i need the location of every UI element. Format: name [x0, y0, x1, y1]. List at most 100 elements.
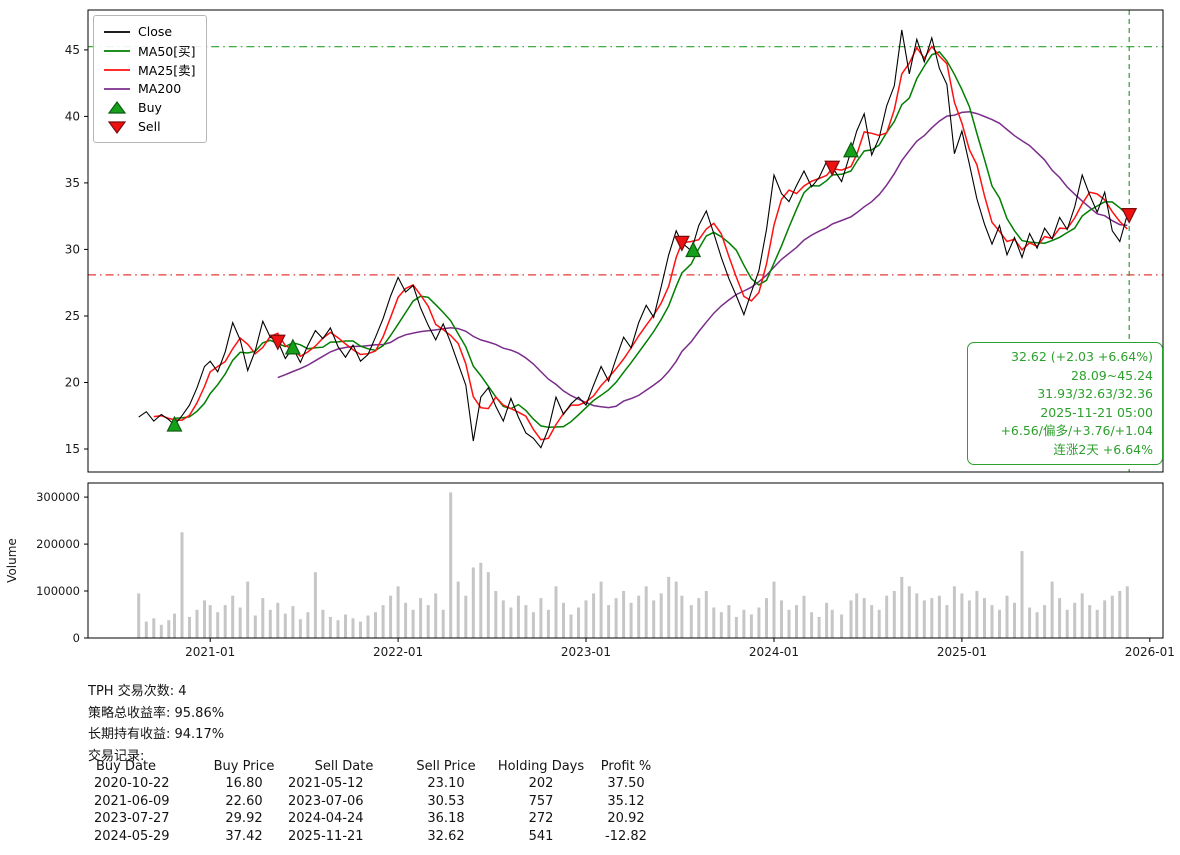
volume-bar	[223, 605, 227, 638]
legend-item-ma50: MA50[买]	[102, 41, 196, 60]
volume-bar	[1103, 600, 1107, 638]
price-tick-label: 25	[65, 309, 80, 323]
volume-bar	[802, 595, 806, 638]
legend-triangle	[107, 100, 127, 114]
volume-bar	[885, 595, 889, 638]
annotation-signal-line: +6.56/偏多/+3.76/+1.04	[1000, 423, 1153, 438]
volume-bar	[180, 532, 184, 638]
table-cell: 2024-04-24	[288, 811, 364, 827]
volume-bar	[599, 581, 603, 638]
volume-bar	[877, 609, 881, 638]
volume-bar	[464, 595, 468, 638]
volume-bar	[998, 609, 1001, 638]
volume-bar	[922, 600, 926, 638]
x-tick-label: 2023-01	[561, 645, 611, 659]
volume-bar	[1058, 598, 1062, 638]
volume-bar	[870, 605, 874, 638]
table-cell: 36.18	[427, 811, 465, 827]
volume-bar	[344, 614, 347, 638]
x-tick-label: 2021-01	[185, 645, 235, 659]
volume-bar	[167, 620, 171, 638]
price-tick-label: 40	[65, 109, 80, 123]
volume-bar	[584, 600, 588, 638]
trade-row: 2023-07-27 29.92 2024-04-24 36.18 272 20.92	[88, 810, 662, 827]
volume-bar	[404, 602, 408, 638]
volume-bar	[276, 602, 280, 638]
stat-hold-return: 长期持有收益: 94.17%	[88, 727, 225, 742]
volume-bar	[810, 612, 814, 638]
legend-item-ma25: MA25[卖]	[102, 60, 196, 79]
annotation-streak-line: 连涨2天 +6.64%	[1053, 441, 1153, 457]
table-cell: 272	[528, 811, 554, 827]
volume-bar	[795, 605, 798, 638]
stat-trade-count: TPH 交易次数: 4	[88, 684, 187, 699]
table-cell: 2021-06-09	[94, 793, 170, 809]
volume-bar	[238, 607, 242, 638]
volume-bar	[471, 567, 475, 638]
volume-bar	[253, 615, 257, 638]
legend-item-close: Close	[102, 22, 196, 41]
volume-bar	[411, 609, 415, 638]
volume-bar	[900, 576, 904, 638]
sell-marker	[1121, 207, 1138, 224]
volume-bar	[494, 591, 498, 638]
legend-line-swatch	[104, 68, 130, 71]
table-cell: 37.50	[607, 776, 645, 792]
table-cell: 29.92	[225, 811, 263, 827]
volume-bar	[1020, 551, 1024, 638]
volume-bar	[426, 605, 430, 638]
volume-bar	[840, 614, 844, 638]
legend-label: MA200	[138, 81, 182, 96]
legend-line-swatch	[104, 30, 130, 33]
table-cell: 757	[528, 793, 554, 809]
volume-bar	[328, 616, 332, 638]
table-header-cell: Buy Date	[96, 759, 157, 774]
legend-label: Close	[138, 24, 173, 39]
legend-triangle	[107, 120, 127, 134]
volume-bar	[830, 609, 834, 638]
volume-bar	[697, 598, 701, 638]
volume-bar	[975, 591, 979, 638]
table-cell: 2024-05-29	[94, 828, 170, 844]
volume-bar	[937, 595, 941, 638]
volume-bar	[531, 612, 535, 638]
price-tick-label: 35	[65, 176, 80, 190]
volume-bar	[516, 595, 520, 638]
legend-line-swatch	[104, 87, 130, 90]
volume-bar	[652, 600, 656, 638]
x-tick-label: 2026-01	[1125, 645, 1175, 659]
volume-bar	[268, 609, 272, 638]
volume-bar	[479, 562, 483, 638]
volume-bar	[546, 609, 550, 638]
volume-bar	[313, 572, 317, 638]
table-cell: 2023-07-06	[288, 793, 364, 809]
buy-marker	[284, 338, 301, 355]
trade-row: 2024-05-29 37.42 2025-11-21 32.62 541 -12.82	[88, 828, 662, 845]
legend: Close MA50[买] MA25[卖] MA200 Buy Sell	[93, 15, 207, 143]
table-header-cell: Profit %	[600, 759, 652, 774]
volume-bar	[607, 605, 611, 638]
volume-bar	[208, 605, 212, 638]
volume-bar	[892, 591, 896, 638]
table-cell: 202	[528, 776, 554, 792]
table-cell: 32.62	[427, 828, 465, 844]
volume-bar	[486, 572, 490, 638]
volume-bar	[554, 586, 558, 638]
stat-records-title: 交易记录:	[88, 748, 145, 764]
table-cell: 30.53	[427, 793, 465, 809]
price-volume-chart-svg: 15 20 25 30 35 40 45 0 100000 200000 300000 2021-01…	[5, 9, 1175, 659]
volume-bar	[321, 609, 325, 638]
volume-bar	[441, 609, 445, 638]
volume-bar	[1035, 612, 1039, 638]
volume-bar	[862, 598, 866, 638]
volume-bar	[667, 576, 671, 638]
annotation-range-line: 28.09~45.24	[1070, 367, 1153, 383]
volume-bar	[945, 605, 949, 638]
sell-marker	[269, 334, 286, 351]
table-cell: 35.12	[607, 793, 645, 809]
volume-bar	[359, 621, 362, 638]
trade-row: 2020-10-22 16.80 2021-05-12 23.10 202 37.50	[88, 775, 662, 792]
price-tick-label: 30	[65, 242, 80, 256]
volume-bar	[592, 593, 596, 638]
volume-bar	[622, 591, 626, 638]
